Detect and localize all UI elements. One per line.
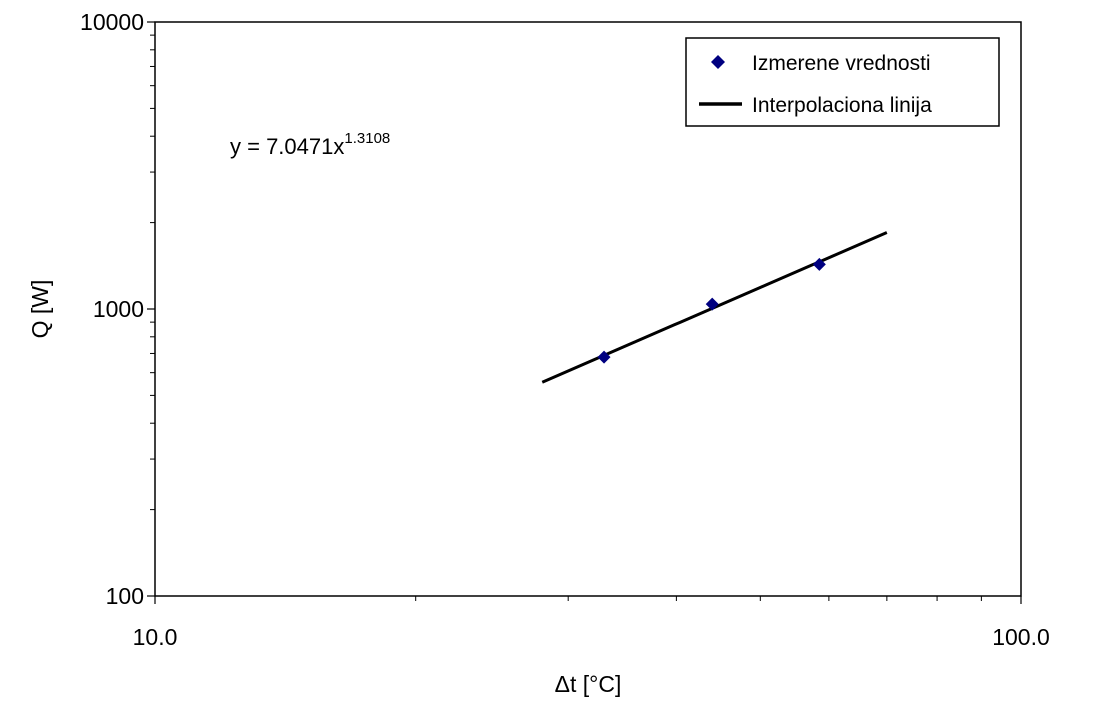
legend-label-measured: Izmerene vrednosti [752, 52, 931, 75]
equation-exponent: 1.3108 [344, 130, 390, 147]
axis-tick-labels: 10.0 100.0 100 1000 10000 [80, 9, 1050, 650]
x-tick-label: 10.0 [133, 624, 178, 650]
y-tick-label: 1000 [93, 296, 144, 322]
measured-point [597, 350, 611, 364]
measured-point [812, 257, 826, 271]
x-axis-label: Δt [°C] [555, 671, 622, 697]
measured-point [705, 297, 719, 311]
equation-base: y = 7.0471x [230, 134, 344, 159]
legend-label-interpolation: Interpolaciona linija [752, 94, 932, 117]
axis-ticks [147, 21, 1022, 604]
y-axis-label: Q [W] [27, 280, 53, 339]
legend: Izmerene vrednosti Interpolaciona linija [685, 37, 1000, 127]
y-tick-label: 100 [106, 583, 144, 609]
series-layer [541, 231, 888, 384]
legend-marker-measured [711, 55, 725, 69]
x-tick-label: 100.0 [992, 624, 1050, 650]
legend-box [685, 37, 1000, 127]
equation-label: y = 7.0471x1.3108 [230, 130, 390, 159]
y-tick-label: 10000 [80, 9, 144, 35]
